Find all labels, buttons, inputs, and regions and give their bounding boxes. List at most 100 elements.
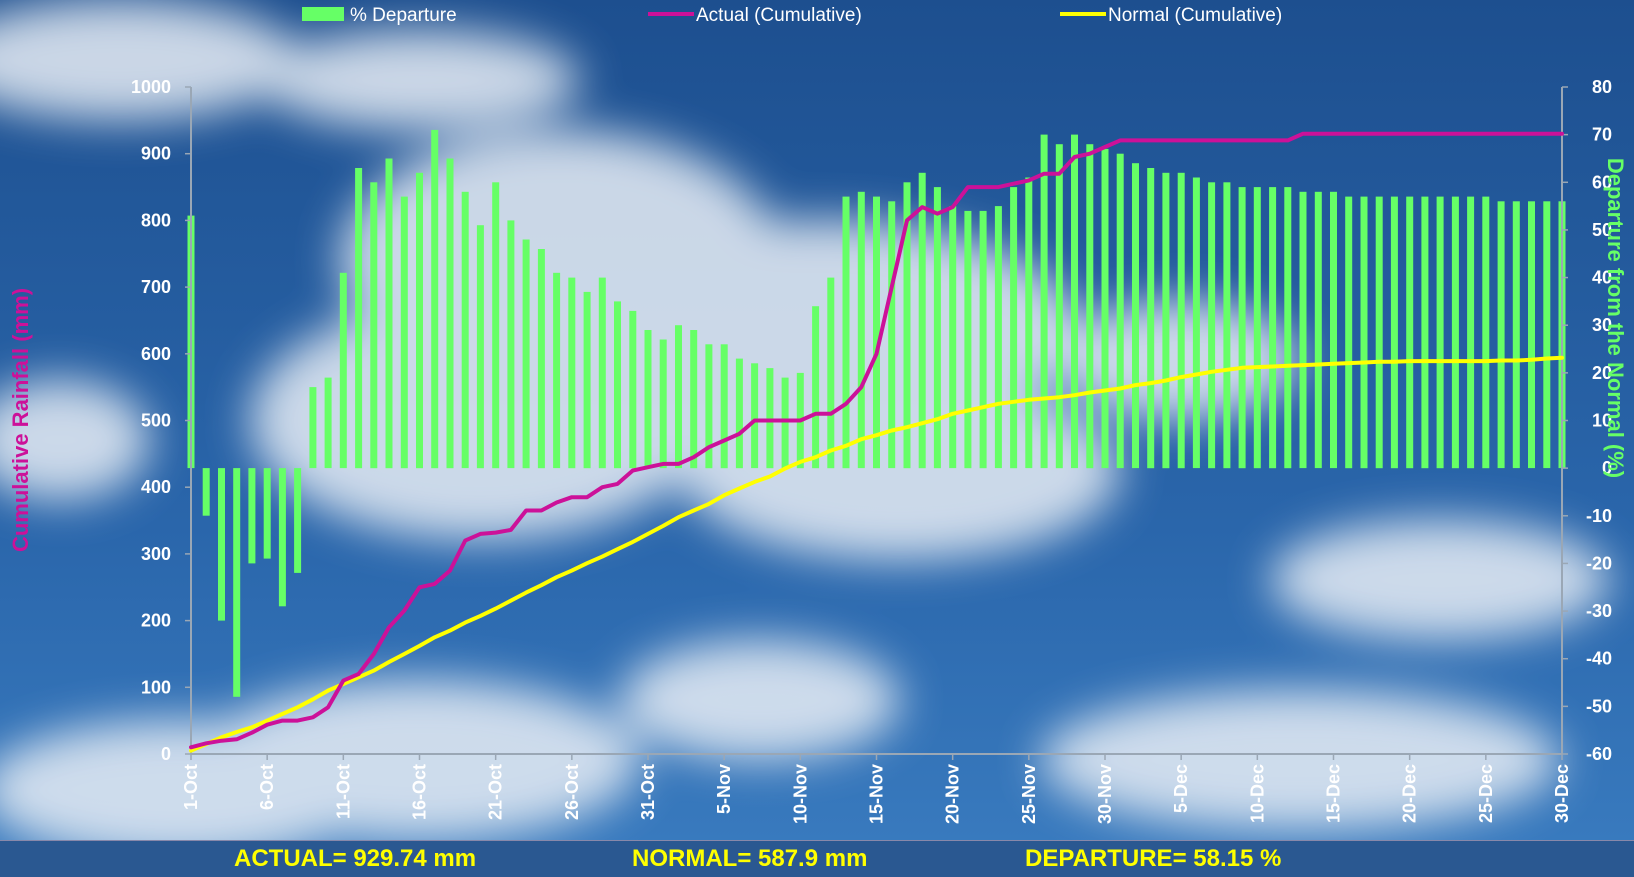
departure-bar xyxy=(659,339,667,469)
departure-bar xyxy=(949,206,957,469)
departure-bar xyxy=(812,306,820,469)
x-tick-label: 20-Nov xyxy=(943,764,963,824)
departure-bar xyxy=(675,325,682,469)
x-tick-label: 6-Oct xyxy=(257,764,277,810)
departure-bar xyxy=(1467,196,1475,469)
actual-total: ACTUAL= 929.74 mm xyxy=(234,845,477,872)
departure-bar xyxy=(400,196,408,469)
y-left-tick-label: 100 xyxy=(141,677,171,697)
legend-departure-label: % Departure xyxy=(350,5,457,26)
x-tick-label: 15-Nov xyxy=(867,764,887,824)
departure-bar xyxy=(918,172,926,469)
departure-bar xyxy=(629,310,637,469)
departure-bar xyxy=(751,363,759,469)
cumulative-lines xyxy=(189,131,1564,753)
departure-bar xyxy=(233,468,241,697)
departure-bar xyxy=(1192,177,1200,469)
x-tick-label: 26-Oct xyxy=(562,764,582,820)
departure-bar xyxy=(553,272,561,469)
departure-bar xyxy=(1177,172,1185,469)
departure-total: DEPARTURE= 58.15 % xyxy=(1025,845,1282,872)
y-left-tick-label: 1000 xyxy=(131,77,171,97)
y-right-tick-label: 10 xyxy=(1592,411,1612,431)
departure-bar xyxy=(1025,177,1033,469)
y-right-tick-label: 0 xyxy=(1602,458,1612,478)
departure-bar xyxy=(248,468,256,564)
x-tick-label: 20-Dec xyxy=(1400,764,1420,823)
departure-bar xyxy=(903,182,911,469)
axes: 01002003004005006007008009001000-60-50-4… xyxy=(131,77,1612,824)
y-left-tick-label: 600 xyxy=(141,344,171,364)
departure-bar xyxy=(1284,187,1292,469)
departure-bar xyxy=(614,301,621,469)
departure-bar xyxy=(1299,191,1307,469)
departure-bar xyxy=(583,291,591,469)
departure-bar xyxy=(1375,196,1383,469)
departure-bar xyxy=(1314,191,1322,469)
departure-bar xyxy=(888,201,896,469)
departure-bar xyxy=(507,220,515,469)
departure-bar xyxy=(1116,153,1124,469)
departure-bar xyxy=(1055,144,1063,469)
x-tick-label: 1-Oct xyxy=(181,764,201,810)
departure-bar xyxy=(1497,201,1505,469)
y-right-tick-label: 80 xyxy=(1592,77,1612,97)
y-left-title: Cumulative Rainfall (mm) xyxy=(8,288,33,552)
departure-bar xyxy=(1543,201,1551,469)
departure-bar xyxy=(446,158,454,469)
legend-actual-label: Actual (Cumulative) xyxy=(696,5,862,26)
y-right-tick-label: -20 xyxy=(1586,553,1612,573)
departure-bar xyxy=(1345,196,1353,469)
departure-bar xyxy=(1010,187,1018,469)
axis-titles: Cumulative Rainfall (mm) Departure from t… xyxy=(8,158,1628,552)
departure-bar xyxy=(705,344,713,469)
y-left-tick-label: 200 xyxy=(141,611,171,631)
departure-bar xyxy=(1101,148,1109,469)
y-right-tick-label: -60 xyxy=(1586,744,1612,764)
x-tick-label: 25-Nov xyxy=(1019,764,1039,824)
departure-bar xyxy=(1390,196,1398,469)
departure-bar xyxy=(1330,191,1337,469)
departure-bar xyxy=(857,191,865,469)
departure-bar xyxy=(202,468,210,516)
departure-bar xyxy=(1132,163,1139,469)
y-right-tick-label: -40 xyxy=(1586,649,1612,669)
y-right-title: Departure from the Normal (%) xyxy=(1603,158,1628,478)
departure-bar xyxy=(416,172,423,469)
legend-normal-label: Normal (Cumulative) xyxy=(1108,5,1282,26)
departure-bar xyxy=(1360,196,1368,469)
departure-bar xyxy=(842,196,850,469)
departure-bar xyxy=(1253,187,1261,469)
y-left-tick-label: 900 xyxy=(141,144,171,164)
x-tick-label: 11-Oct xyxy=(333,764,353,819)
departure-bar xyxy=(766,368,774,469)
actual-cumulative-line xyxy=(189,131,1564,750)
legend-departure-swatch xyxy=(302,7,344,21)
x-tick-label: 21-Oct xyxy=(486,764,506,820)
departure-bar xyxy=(1223,182,1231,469)
y-left-tick-label: 800 xyxy=(141,210,171,230)
departure-bar xyxy=(294,468,302,573)
departure-bar xyxy=(1071,134,1078,469)
legend: % Departure Actual (Cumulative) Normal (Cu… xyxy=(302,5,1282,26)
y-right-tick-label: 30 xyxy=(1592,315,1612,335)
y-left-tick-label: 300 xyxy=(141,544,171,564)
departure-bar xyxy=(1406,196,1414,469)
departure-bar xyxy=(1208,182,1216,469)
x-tick-label: 30-Dec xyxy=(1552,764,1572,823)
y-right-tick-label: 50 xyxy=(1592,220,1612,240)
departure-bar xyxy=(522,239,530,469)
departure-bar xyxy=(1528,201,1535,469)
x-tick-label: 31-Oct xyxy=(638,764,658,820)
departure-bar xyxy=(1512,201,1520,469)
departure-bar xyxy=(1238,187,1246,469)
departure-bar xyxy=(1147,168,1155,469)
departure-bar xyxy=(278,468,286,607)
departure-bar xyxy=(355,168,363,469)
y-left-tick-label: 500 xyxy=(141,411,171,431)
departure-bar xyxy=(1421,196,1429,469)
departure-bar xyxy=(964,210,972,469)
departure-bar xyxy=(598,277,606,469)
summary-footer: ACTUAL= 929.74 mm NORMAL= 587.9 mm DEPAR… xyxy=(0,840,1634,877)
